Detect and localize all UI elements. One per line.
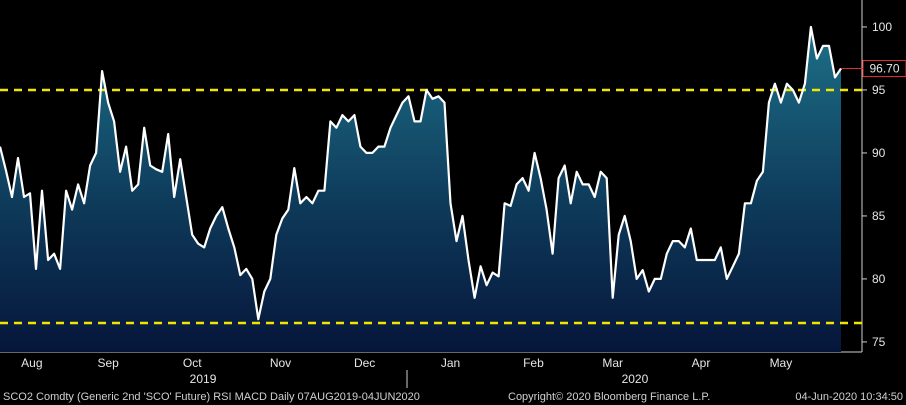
y-tick-label: 100 <box>872 20 892 34</box>
price-line <box>0 25 842 321</box>
x-tick-label: Feb <box>523 356 544 370</box>
x-tick-label: Nov <box>270 356 291 370</box>
x-tick-label: Jan <box>441 356 460 370</box>
footer-copyright: Copyright© 2020 Bloomberg Finance L.P. <box>508 391 710 403</box>
last-value-box <box>862 60 906 78</box>
footer-timestamp: 04-Jun-2020 10:34:50 <box>795 391 903 403</box>
year-label: 2020 <box>622 372 649 386</box>
y-tick-label: 85 <box>872 209 886 223</box>
x-tick-label: Sep <box>97 356 119 370</box>
y-tick-label: 75 <box>872 335 886 349</box>
footer-security: SCO2 Comdty (Generic 2nd 'SCO' Future) R… <box>3 391 420 403</box>
y-tick-label: 90 <box>872 146 886 160</box>
year-label: 2019 <box>190 372 217 386</box>
x-tick-label: Apr <box>692 356 711 370</box>
x-tick-label: Oct <box>183 356 202 370</box>
x-tick-label: Aug <box>21 356 42 370</box>
y-tick-label: 80 <box>872 272 886 286</box>
x-tick-label: May <box>770 356 793 370</box>
y-tick-label: 95 <box>872 83 886 97</box>
x-tick-label: Mar <box>602 356 623 370</box>
area-fill <box>0 27 841 352</box>
last-value-label: 96.70 <box>869 62 899 76</box>
x-tick-label: Dec <box>354 356 375 370</box>
